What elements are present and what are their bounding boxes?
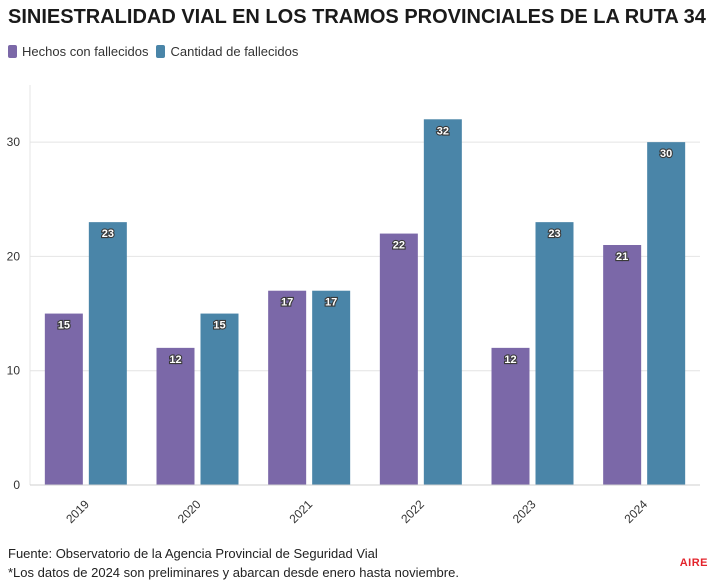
bar-2023-fallecidos — [535, 222, 574, 485]
bar-2022-hechos — [379, 233, 418, 485]
bar-2021-fallecidos — [312, 290, 351, 485]
bar-2020-fallecidos — [200, 313, 239, 485]
bar-2024-fallecidos — [647, 142, 686, 485]
bar-2024-hechos — [603, 245, 642, 485]
data-label-2021-fallecidos: 17 — [325, 297, 337, 309]
chart-title: SINIESTRALIDAD VIAL EN LOS TRAMOS PROVIN… — [8, 6, 706, 28]
legend-swatch-fallecidos — [156, 45, 166, 58]
data-label-2024-hechos: 21 — [616, 251, 628, 263]
x-tick-label-2023: 2023 — [510, 497, 539, 526]
data-label-2020-fallecidos: 15 — [213, 320, 225, 332]
bar-2023-hechos — [491, 347, 530, 485]
data-label-2019-hechos: 15 — [58, 320, 70, 332]
data-label-2023-hechos: 12 — [504, 354, 516, 366]
x-tick-label-2019: 2019 — [63, 497, 92, 526]
y-tick-label-30: 30 — [7, 135, 21, 149]
data-label-2022-hechos: 22 — [393, 240, 405, 252]
bar-2020-hechos — [156, 347, 195, 485]
x-tick-label-2022: 2022 — [398, 497, 427, 526]
legend-label-hechos: Hechos con fallecidos — [22, 44, 149, 59]
y-tick-label-0: 0 — [13, 478, 20, 492]
data-label-2024-fallecidos: 30 — [660, 148, 672, 160]
data-label-2022-fallecidos: 32 — [437, 125, 449, 137]
legend-label-fallecidos: Cantidad de fallecidos — [170, 44, 299, 59]
legend-item-fallecidos: Cantidad de fallecidos — [156, 44, 298, 59]
bar-2019-hechos — [44, 313, 83, 485]
data-label-2023-fallecidos: 23 — [548, 228, 560, 240]
legend-swatch-hechos — [8, 45, 17, 58]
bar-2019-fallecidos — [88, 222, 127, 485]
brand-logo: AIRE — [679, 557, 708, 569]
source-note: Fuente: Observatorio de la Agencia Provi… — [8, 546, 378, 561]
y-tick-label-20: 20 — [7, 249, 21, 263]
legend: Hechos con fallecidos Cantidad de fallec… — [8, 44, 306, 59]
data-label-2021-hechos: 17 — [281, 297, 293, 309]
bar-2022-fallecidos — [423, 119, 462, 486]
bar-chart: 0 10 20 30 15 23 2019 12 15 2020 17 17 2021 22 32 2022 1… — [7, 85, 700, 526]
x-tick-label-2020: 2020 — [175, 497, 204, 526]
y-tick-label-10: 10 — [7, 364, 21, 378]
data-label-2019-fallecidos: 23 — [102, 228, 114, 240]
x-tick-label-2021: 2021 — [287, 497, 316, 526]
footnote: *Los datos de 2024 son preliminares y ab… — [8, 565, 459, 580]
legend-item-hechos: Hechos con fallecidos — [8, 44, 148, 59]
x-tick-label-2024: 2024 — [622, 497, 651, 526]
data-label-2020-hechos: 12 — [169, 354, 181, 366]
bar-2021-hechos — [268, 290, 307, 485]
